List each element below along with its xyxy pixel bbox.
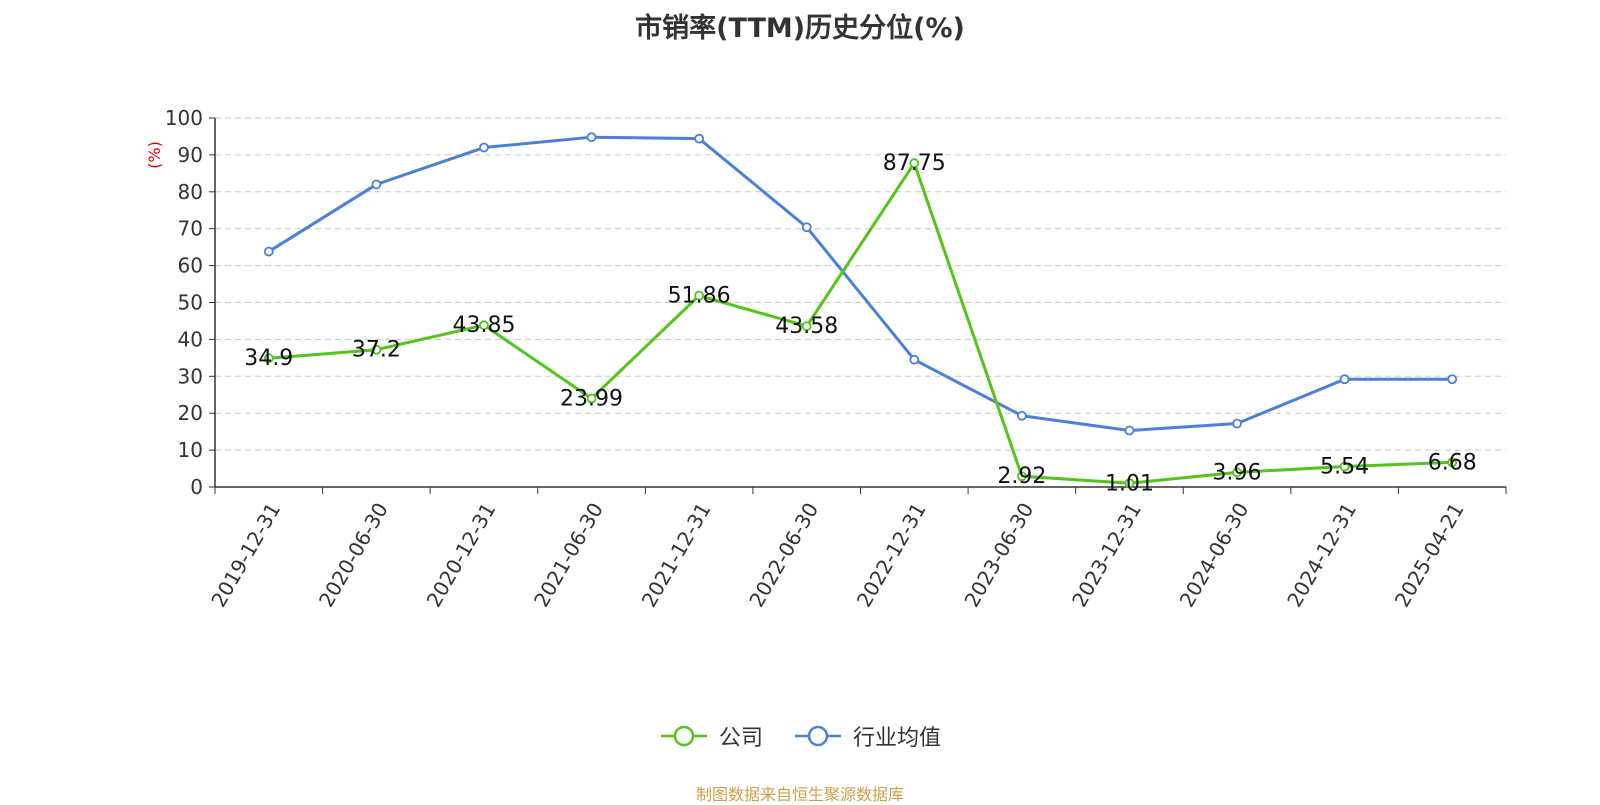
y-tick-label: 40 <box>178 327 203 351</box>
data-point <box>371 179 382 190</box>
legend-item[interactable]: 行业均值 <box>793 720 941 752</box>
data-point <box>479 142 489 153</box>
y-tick-label: 70 <box>178 217 203 241</box>
y-tick-label: 30 <box>178 364 203 388</box>
data-point <box>371 344 382 355</box>
data-label: 1.01 <box>1105 471 1154 496</box>
series-lines <box>263 132 1458 489</box>
x-tick-label: 2023-06-30 <box>959 499 1038 612</box>
data-label: 5.54 <box>1320 455 1369 480</box>
axes: (%) 0 10 20 30 40 50 60 70 80 90 100 2019-12-31 2020… <box>145 106 1507 612</box>
legend: 公司 行业均值 <box>0 720 1600 752</box>
data-point <box>1016 410 1027 421</box>
legend-label: 公司 <box>718 726 763 751</box>
x-tick-label: 2024-06-30 <box>1175 499 1254 612</box>
data-label: 51.86 <box>668 284 731 309</box>
data-point <box>479 320 489 331</box>
series-line <box>267 135 1453 433</box>
x-tick-label: 2021-12-31 <box>637 499 716 612</box>
y-axis-label: (%) <box>145 141 164 169</box>
legend-marker-icon <box>660 725 707 747</box>
data-point <box>1232 418 1242 429</box>
data-label: 23.99 <box>560 386 623 411</box>
data-label: 87.75 <box>883 151 946 176</box>
data-label: 43.85 <box>452 313 515 338</box>
series-line <box>268 161 1453 485</box>
data-point <box>586 132 597 143</box>
data-label: 3.96 <box>1213 460 1262 485</box>
data-point <box>1447 374 1458 385</box>
data-point <box>586 393 597 404</box>
x-tick-label: 2025-04-21 <box>1390 499 1469 612</box>
source-note: 制图数据来自恒生聚源数据库 <box>695 785 904 804</box>
grid-lines <box>215 117 1506 451</box>
data-point <box>694 133 705 144</box>
y-tick-label: 100 <box>165 106 203 130</box>
line-chart: (%) 0 10 20 30 40 50 60 70 80 90 100 2019-12-31 2020… <box>145 106 1507 612</box>
y-tick-label: 50 <box>178 291 203 315</box>
data-point <box>1016 471 1027 482</box>
x-tick-label: 2020-12-31 <box>422 499 501 612</box>
data-point <box>694 290 705 301</box>
data-point <box>1447 457 1458 468</box>
data-label: 2.92 <box>997 464 1046 489</box>
x-tick-label: 2021-06-30 <box>529 499 608 612</box>
x-tick-label: 2022-06-30 <box>744 499 823 612</box>
y-tick-label: 80 <box>178 180 203 204</box>
legend-label: 行业均值 <box>853 726 942 751</box>
data-point <box>1339 374 1350 385</box>
data-point <box>1124 425 1135 436</box>
legend-marker-icon <box>795 725 841 747</box>
data-point <box>263 246 274 257</box>
data-point <box>909 354 920 365</box>
y-tick-label: 90 <box>178 143 203 167</box>
x-tick-label: 2022-12-31 <box>852 499 931 612</box>
data-label: 6.68 <box>1428 450 1477 475</box>
data-point <box>909 158 920 169</box>
x-tick-label: 2024-12-31 <box>1282 499 1361 612</box>
data-point <box>1339 461 1350 472</box>
data-labels: 34.9 37.2 43.85 23.99 51.86 43.58 87.75 2.92 1.0… <box>244 151 1476 496</box>
data-label: 34.9 <box>244 346 293 371</box>
x-tick-label: 2019-12-31 <box>206 499 285 612</box>
data-point <box>1232 467 1242 478</box>
chart-title: 市销率(TTM)历史分位(%) <box>635 13 965 44</box>
data-point <box>1124 478 1135 489</box>
y-tick-label: 10 <box>178 438 203 462</box>
legend-item[interactable]: 公司 <box>659 720 763 752</box>
x-tick-label: 2020-06-30 <box>314 499 393 612</box>
data-point <box>801 321 812 332</box>
y-tick-label: 0 <box>190 475 203 499</box>
y-tick-label: 60 <box>178 254 203 278</box>
data-point <box>263 353 274 364</box>
y-tick-label: 20 <box>178 401 203 425</box>
data-point <box>801 222 812 233</box>
x-tick-label: 2023-12-31 <box>1067 499 1146 612</box>
data-label: 37.2 <box>352 338 401 363</box>
data-label: 43.58 <box>775 314 838 339</box>
